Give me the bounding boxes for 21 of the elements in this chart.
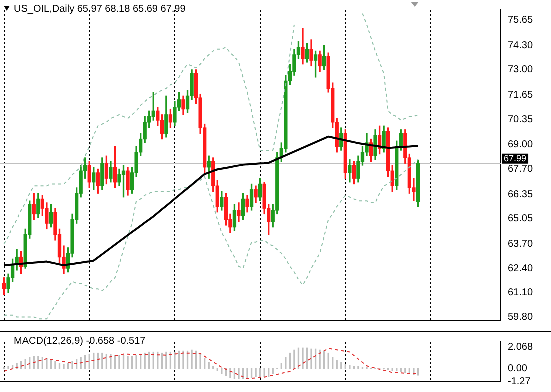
y-tick-label: 71.65	[508, 90, 534, 101]
y-tick-label: 62.40	[508, 263, 534, 274]
chart-title: US_OIL,Daily 65.97 68.18 65.69 67.99	[14, 4, 186, 15]
y-tick-label: 61.10	[508, 288, 534, 299]
y-tick-label: -1.27	[508, 376, 532, 388]
y-tick-label: 65.05	[508, 214, 534, 225]
y-tick-label: 66.35	[508, 189, 534, 200]
y-tick-label: 73.00	[508, 64, 534, 76]
line-series	[4, 348, 419, 380]
chart-title: MACD(12,26,9) -0.658 -0.517	[14, 336, 146, 347]
y-tick-label: 59.80	[508, 312, 534, 324]
ref-line-label: 67.99	[504, 153, 527, 164]
y-tick-label: 63.70	[508, 238, 534, 250]
y-tick-label: 2.068	[508, 342, 534, 354]
line-series	[4, 159, 419, 320]
y-tick-label: 0.00	[508, 363, 528, 374]
y-tick-label: 75.65	[508, 15, 534, 26]
y-tick-label: 67.70	[508, 164, 534, 175]
y-tick-label: 70.35	[508, 114, 534, 126]
y-tick-label: 74.30	[508, 40, 534, 52]
y-tick-label: 69.00	[508, 140, 534, 151]
